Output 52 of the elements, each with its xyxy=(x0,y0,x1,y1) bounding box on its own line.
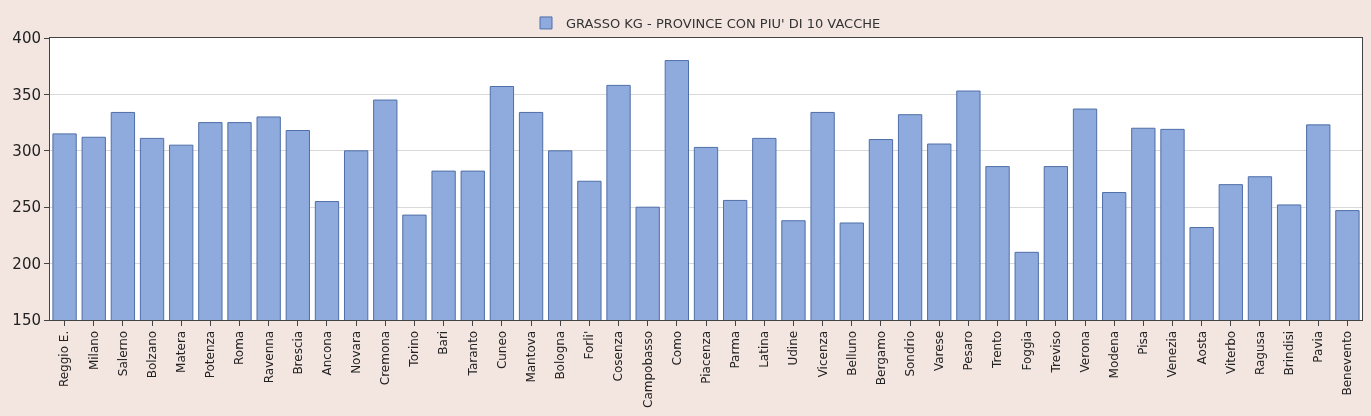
x-tick-label: Ragusa xyxy=(1252,330,1267,376)
x-tick-label: Potenza xyxy=(203,330,218,379)
x-tick-label: Roma xyxy=(232,330,247,365)
x-tick-label: Bolzano xyxy=(144,330,159,379)
x-tick-label: Matera xyxy=(174,330,189,373)
x-tick-label: Taranto xyxy=(465,330,480,377)
x-tick-label: Piacenza xyxy=(698,330,713,384)
y-tick-label: 400 xyxy=(12,29,41,48)
x-tick-label: Milano xyxy=(86,330,101,371)
x-tick-label: Campobasso xyxy=(640,330,655,408)
x-tick-label: Vicenza xyxy=(815,330,830,378)
x-tick-label: Torino xyxy=(407,330,422,368)
y-tick-label: 300 xyxy=(12,142,41,161)
x-tick-label: Treviso xyxy=(1048,330,1063,374)
y-tick-label: 200 xyxy=(12,254,41,273)
x-tick-label: Pavia xyxy=(1311,330,1326,363)
y-tick-label: 150 xyxy=(12,311,41,330)
x-tick-label: Latina xyxy=(757,330,772,368)
x-tick-label: Modena xyxy=(1107,330,1122,379)
x-tick-label: Belluno xyxy=(844,330,859,376)
y-tick-label: 350 xyxy=(12,85,41,104)
x-tick-label: Como xyxy=(669,330,684,366)
x-tick-label: Ancona xyxy=(319,330,334,376)
x-tick-label: Bergamo xyxy=(873,330,888,386)
x-tick-label: Foggia xyxy=(1019,330,1034,371)
x-tick-label: Trento xyxy=(990,330,1005,370)
x-tick-label: Bari xyxy=(436,330,451,355)
x-tick-label: Bologna xyxy=(553,330,568,380)
x-tick-label: Brescia xyxy=(290,330,305,375)
x-tick-label: Brindisi xyxy=(1282,330,1297,376)
x-tick-label: Benevento xyxy=(1340,330,1355,396)
legend-label: GRASSO KG - PROVINCE CON PIU' DI 10 VACCHE xyxy=(566,16,881,32)
x-tick-label: Forli' xyxy=(582,330,597,360)
x-tick-label: Viterbo xyxy=(1223,330,1238,375)
x-tick-label: Aosta xyxy=(1194,330,1209,365)
x-tick-label: Cosenza xyxy=(611,330,626,382)
x-tick-label: Varese xyxy=(932,330,947,372)
x-tick-label: Mantova xyxy=(523,330,538,383)
x-tick-label: Venezia xyxy=(1165,330,1180,378)
x-tick-label: Pisa xyxy=(1136,330,1151,355)
x-tick-label: Verona xyxy=(1077,330,1092,373)
x-tick-label: Ravenna xyxy=(261,330,276,384)
x-tick-label: Cuneo xyxy=(494,330,509,370)
x-tick-label: Novara xyxy=(349,330,364,374)
x-tick-label: Cremona xyxy=(378,330,393,386)
y-tick-label: 250 xyxy=(12,198,41,217)
x-tick-label: Parma xyxy=(728,330,743,369)
x-tick-label: Reggio E. xyxy=(57,330,72,388)
x-tick-label: Salerno xyxy=(115,330,130,377)
x-tick-label: Udine xyxy=(786,330,801,366)
x-tick-label: Pesaro xyxy=(961,330,976,371)
x-tick-label: Sondrio xyxy=(902,330,917,377)
